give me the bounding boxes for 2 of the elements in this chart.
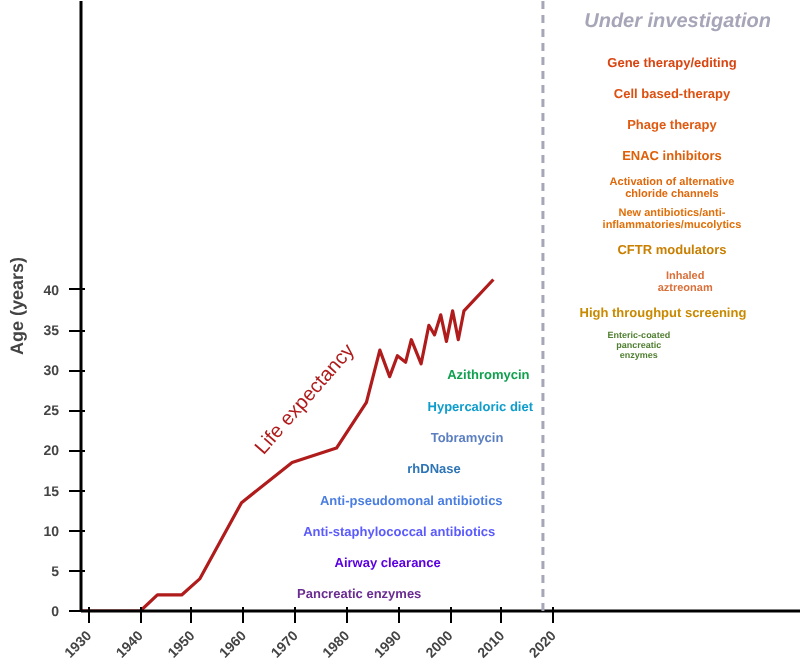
y-axis-title: Age (years) bbox=[7, 256, 28, 356]
ref-line-label: Under investigation bbox=[584, 11, 771, 34]
